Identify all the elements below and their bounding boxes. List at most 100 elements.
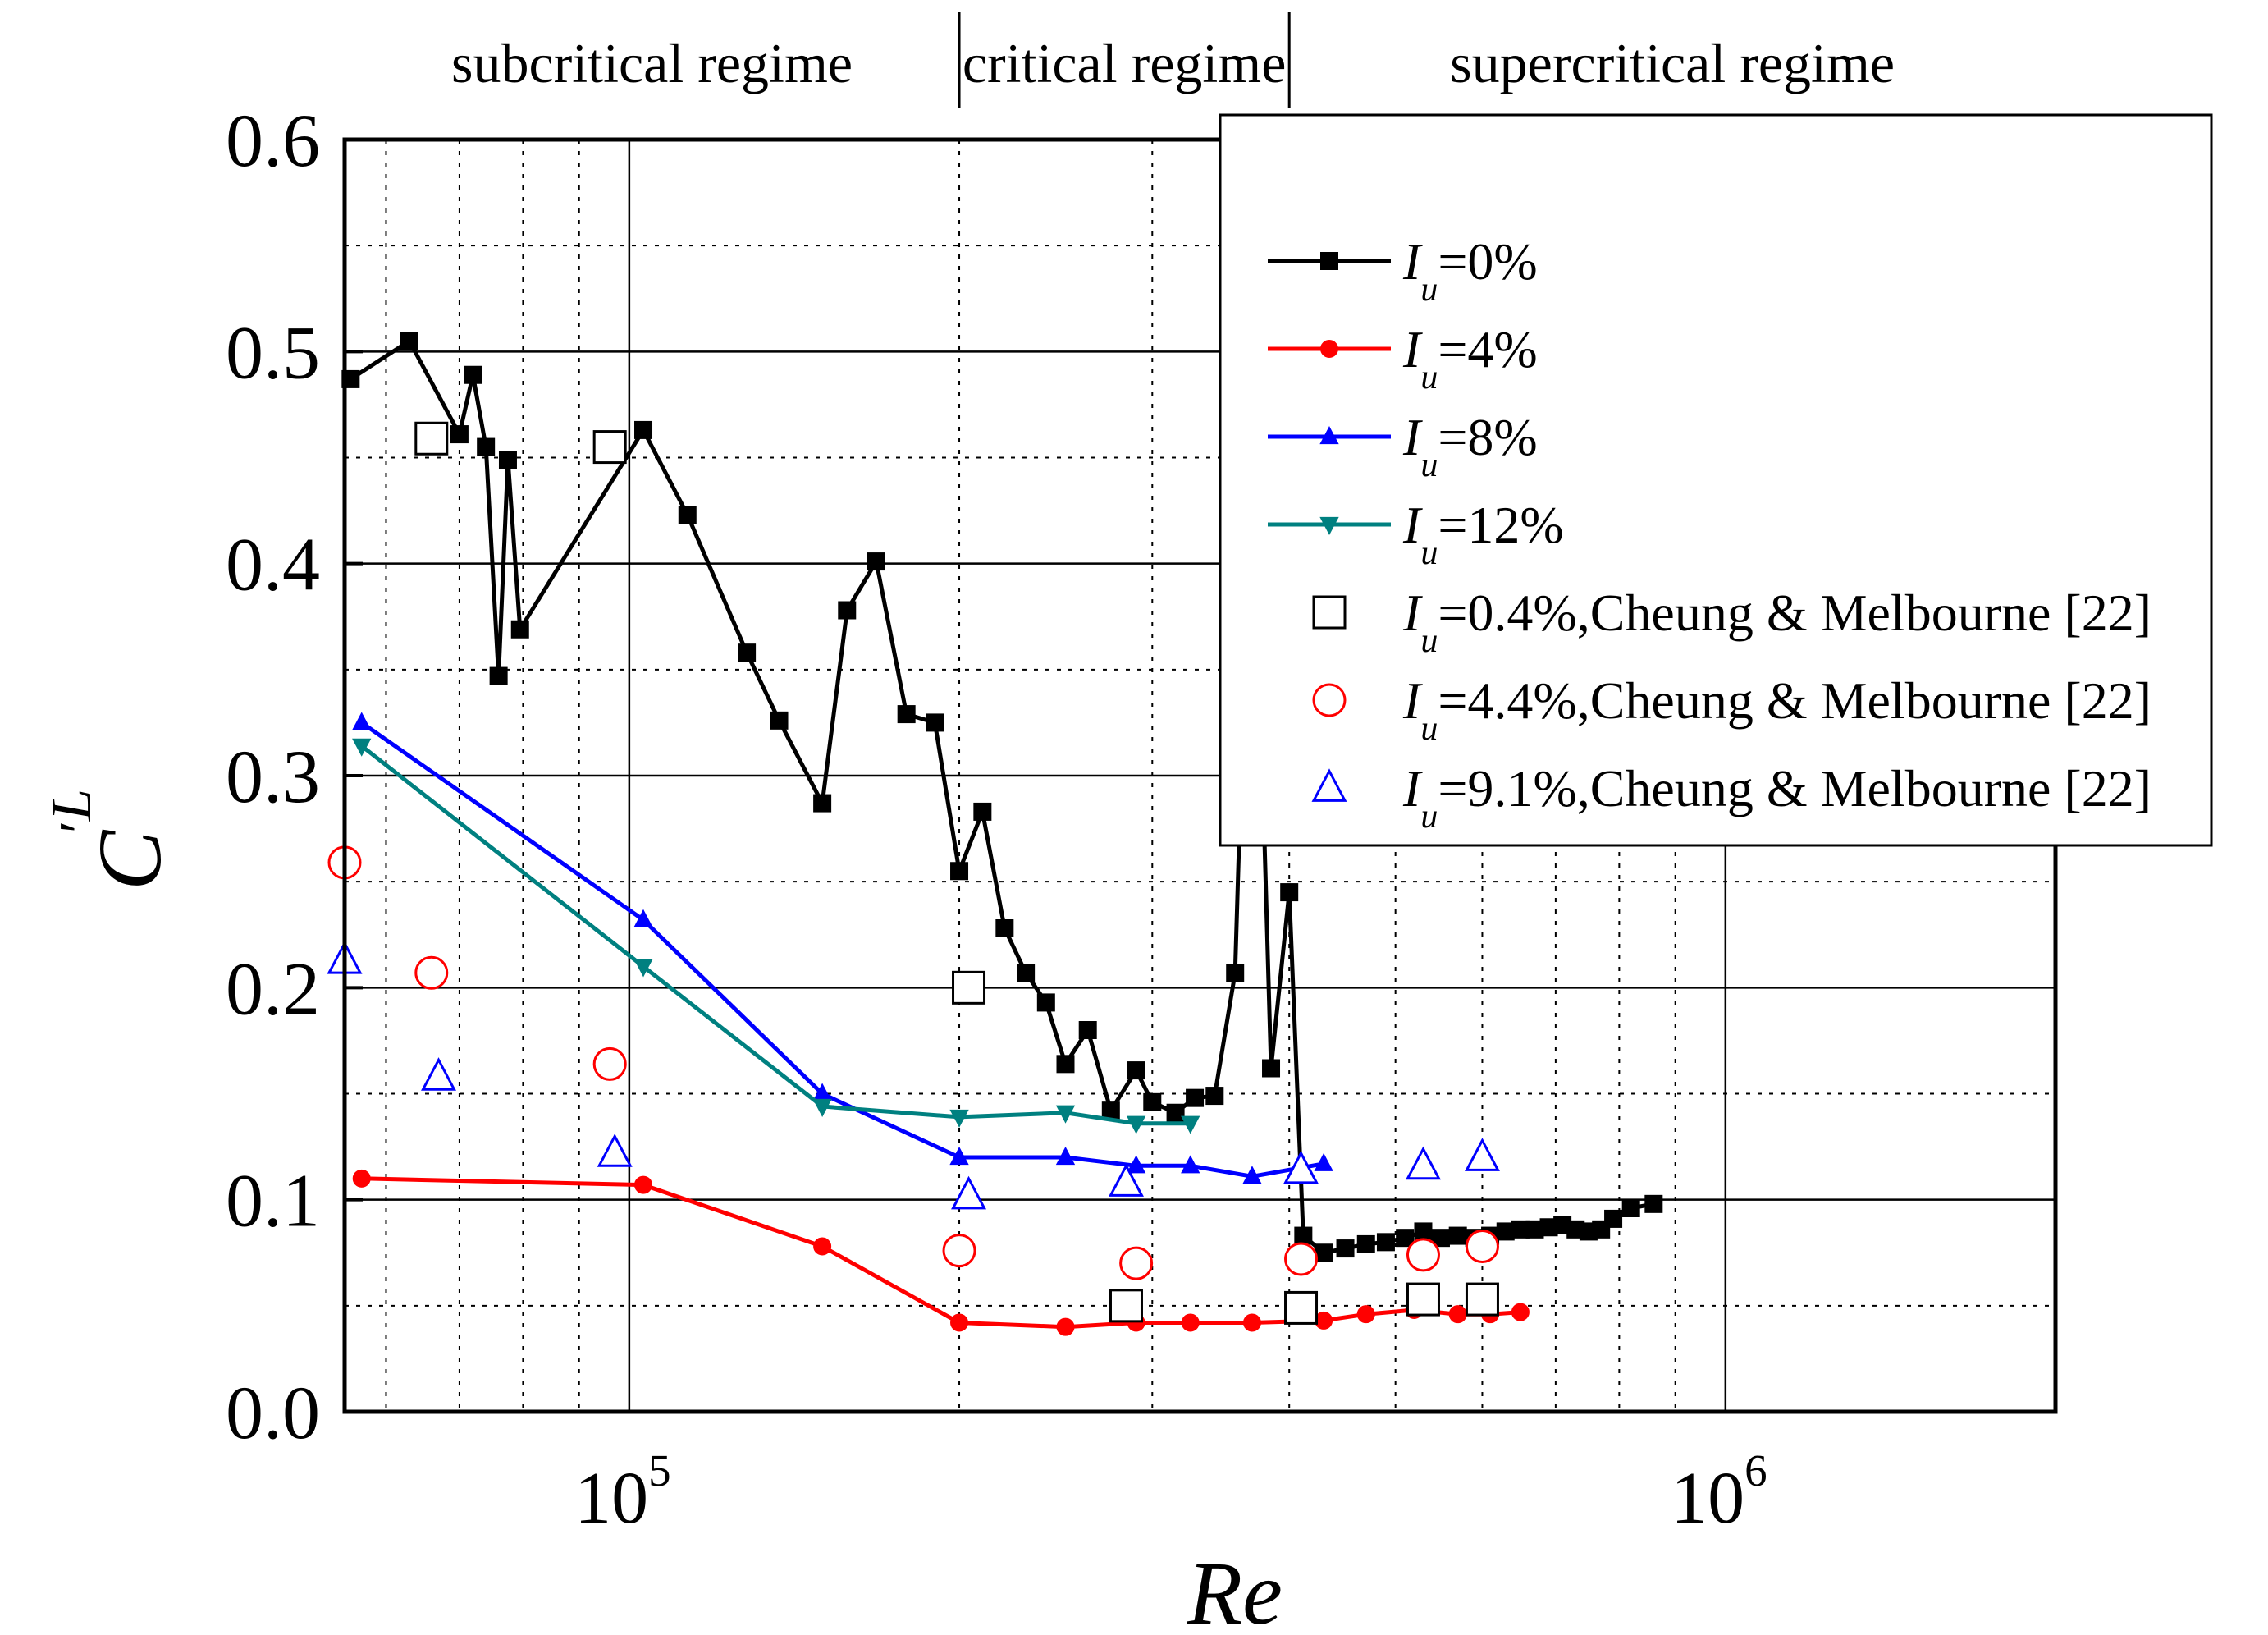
data-point	[450, 425, 469, 444]
regime-label: supercritical regime	[1450, 32, 1895, 94]
y-axis-label-sub: L	[40, 789, 103, 822]
data-point	[352, 1169, 371, 1188]
x-tick-label-exponent: 6	[1744, 1445, 1767, 1495]
legend-label: Iu=8%	[1402, 408, 1538, 484]
series-3	[352, 738, 1200, 1134]
data-point	[1356, 1305, 1375, 1324]
legend-label: Iu=9.1%,Cheung & Melbourne [22]	[1402, 759, 2151, 836]
data-point	[1280, 883, 1299, 902]
y-tick-label: 0.5	[226, 310, 320, 394]
legend-label-symbol: I	[1402, 320, 1423, 378]
regime-label: critical regime	[963, 32, 1287, 94]
y-tick-label: 0.6	[226, 98, 320, 182]
data-point	[1464, 1138, 1500, 1171]
legend-box	[1219, 113, 2213, 847]
data-point	[1242, 1313, 1261, 1332]
x-tick-label: 106	[1671, 1445, 1767, 1539]
series-4	[414, 421, 1499, 1325]
data-point	[1262, 1059, 1281, 1078]
data-point	[1283, 1150, 1319, 1184]
x-tick-label: 105	[574, 1445, 671, 1539]
legend-label-symbol: I	[1402, 232, 1423, 291]
legend-label-symbol: I	[1402, 584, 1423, 642]
data-point	[951, 1175, 987, 1210]
data-point	[1406, 1238, 1440, 1272]
data-point	[1181, 1115, 1200, 1134]
data-point	[597, 1134, 633, 1167]
data-point	[1376, 1233, 1395, 1252]
data-point	[352, 738, 372, 757]
data-point	[1101, 1101, 1120, 1120]
data-point	[812, 1098, 832, 1117]
data-point	[1294, 1226, 1313, 1245]
data-point	[414, 421, 449, 456]
y-tick-label: 0.3	[226, 735, 320, 818]
data-point	[489, 666, 508, 685]
data-point	[813, 794, 832, 813]
data-point	[1205, 1087, 1224, 1106]
legend-label: Iu=0%	[1402, 232, 1538, 309]
data-point	[838, 601, 857, 620]
data-point	[1621, 1199, 1640, 1217]
y-tick-label: 0.2	[226, 946, 320, 1030]
series-0	[341, 332, 1663, 1262]
data-point	[897, 705, 916, 724]
data-point	[738, 643, 757, 662]
data-point	[1017, 964, 1036, 982]
data-point	[1396, 1229, 1415, 1248]
data-point	[1126, 1155, 1146, 1174]
legend-label-text: =4%	[1438, 320, 1537, 378]
data-point	[1314, 1152, 1333, 1171]
data-point	[1108, 1163, 1144, 1197]
legend-label-text: =4.4%,Cheung & Melbourne [22]	[1438, 671, 2151, 730]
regime-labels: subcritical regime critical regime supercr…	[451, 12, 1895, 108]
data-point	[1356, 1234, 1375, 1253]
data-point	[1496, 1222, 1515, 1241]
data-point	[1166, 1103, 1185, 1122]
y-tick-label: 0.4	[226, 523, 320, 607]
data-point	[592, 1046, 627, 1081]
data-point	[634, 1175, 653, 1194]
legend-label-subscript: u	[1420, 798, 1438, 836]
data-point	[678, 506, 697, 524]
data-point	[1056, 1317, 1075, 1336]
legend-label-text: =8%	[1438, 408, 1537, 466]
legend-label-symbol: I	[1402, 671, 1423, 730]
x-tick-label-exponent: 5	[648, 1445, 671, 1495]
legend-marker	[1312, 683, 1347, 717]
y-axis-label: C ′ L	[40, 789, 180, 891]
x-tick-label-base: 10	[574, 1458, 648, 1539]
data-point	[770, 711, 789, 730]
data-point	[950, 862, 969, 881]
data-point	[1284, 1290, 1319, 1325]
data-point	[1414, 1222, 1433, 1241]
legend-label: Iu=4.4%,Cheung & Melbourne [22]	[1402, 671, 2151, 748]
legend-marker	[1319, 426, 1339, 445]
data-point	[1126, 1115, 1146, 1134]
data-point	[1055, 1147, 1076, 1166]
legend-label-symbol: I	[1402, 408, 1423, 466]
data-point	[1644, 1194, 1663, 1213]
data-point	[1143, 1092, 1162, 1111]
data-point	[1109, 1289, 1143, 1323]
legend-marker	[1320, 340, 1338, 358]
legend-label-subscript: u	[1420, 534, 1438, 572]
data-point	[498, 451, 517, 469]
legend-label-text: =0.4%,Cheung & Melbourne [22]	[1438, 584, 2151, 642]
legend-label: Iu=4%	[1402, 320, 1538, 396]
legend-marker	[1320, 252, 1338, 270]
legend-label-text: =12%	[1438, 496, 1563, 554]
data-point	[414, 955, 449, 990]
legend-label-symbol: I	[1402, 759, 1423, 818]
data-point	[973, 802, 992, 821]
data-point	[510, 620, 529, 639]
data-point	[1604, 1209, 1623, 1228]
data-point	[1226, 964, 1245, 982]
data-point	[1036, 993, 1055, 1012]
data-point	[1242, 1166, 1262, 1184]
data-point	[1448, 1305, 1467, 1324]
data-point	[477, 437, 496, 456]
data-point	[949, 1147, 969, 1166]
